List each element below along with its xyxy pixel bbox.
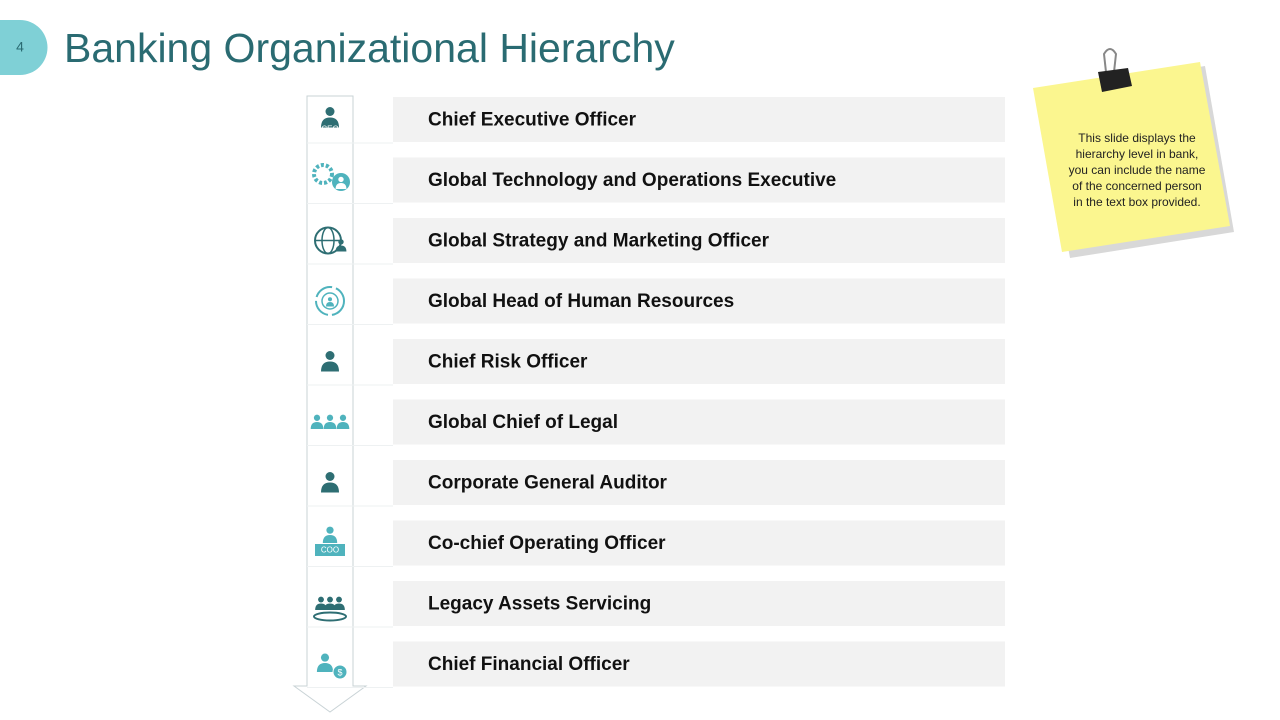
icon-body [321, 117, 339, 128]
icon-head [325, 472, 335, 481]
row-bar [393, 97, 1005, 142]
arrow-column [292, 95, 368, 713]
row-icon: CEO [321, 107, 339, 134]
icon-label: CEO [321, 125, 338, 134]
row-icon [321, 351, 339, 372]
row-bar [393, 581, 1005, 626]
row-bar [393, 399, 1005, 445]
row-icon: COO [315, 526, 345, 556]
row-icon [314, 226, 347, 255]
icon-head [327, 596, 333, 603]
row-icon [310, 414, 350, 429]
icon-head [326, 414, 334, 421]
row-title: Co-chief Operating Officer [428, 533, 666, 554]
row-title: Global Technology and Operations Executi… [428, 170, 836, 191]
icon-gear [312, 163, 334, 185]
icon-cycle [315, 286, 345, 316]
icon-base [313, 611, 347, 622]
icon-body [323, 422, 337, 429]
row-title: Global Chief of Legal [428, 412, 618, 433]
icon-head [313, 414, 321, 421]
icon-body [324, 603, 336, 610]
icon-core [321, 292, 339, 310]
row-icon: $ [316, 653, 348, 680]
row-bar [393, 520, 1005, 566]
row-title: Legacy Assets Servicing [428, 594, 651, 615]
icon-body [333, 603, 345, 610]
icon-body [315, 603, 327, 610]
icon-body [335, 183, 347, 189]
row-title: Chief Risk Officer [428, 352, 588, 373]
slide-number-badge [0, 20, 48, 75]
icon-head [318, 596, 324, 603]
icon-head [327, 297, 333, 302]
icon-label: $ [337, 667, 342, 677]
row-icon [313, 596, 347, 622]
row-title: Chief Executive Officer [428, 110, 637, 131]
row-bar [393, 278, 1005, 324]
icon-body [316, 663, 334, 672]
slide-title: Banking Organizational Hierarchy [64, 25, 675, 71]
icon-head [325, 351, 335, 360]
row-icon [315, 286, 345, 316]
icon-head [325, 107, 335, 116]
row-title: Corporate General Auditor [428, 473, 668, 494]
row-bar [393, 339, 1005, 384]
row-title: Global Strategy and Marketing Officer [428, 231, 770, 252]
icon-head [338, 239, 344, 245]
row-icon [321, 472, 339, 493]
icon-label: COO [321, 546, 339, 555]
binder-clip [1098, 48, 1132, 92]
icon-body [325, 302, 335, 307]
icon-head [339, 414, 347, 421]
slide-number: 4 [16, 39, 24, 55]
row-bar [393, 157, 1005, 203]
icon-head [336, 596, 342, 603]
icon-body [335, 245, 347, 252]
row-bar [393, 460, 1005, 505]
row-bar [393, 218, 1005, 263]
icon-head [320, 653, 330, 662]
icon-head [326, 526, 334, 534]
icon-body [310, 422, 324, 429]
icon-body [321, 482, 339, 493]
note-text: This slide displays the hierarchy level … [1068, 131, 1206, 209]
icon-desk [315, 544, 345, 556]
icon-body [336, 422, 350, 429]
icon-body [322, 535, 338, 543]
icon-coin [332, 664, 348, 680]
row-icon [312, 163, 350, 191]
row-title: Chief Financial Officer [428, 654, 630, 675]
sticky-note [1033, 62, 1230, 252]
icon-body [321, 361, 339, 372]
row-bar [393, 641, 1005, 687]
icon-head [338, 176, 344, 183]
row-title: Global Head of Human Resources [428, 291, 734, 312]
